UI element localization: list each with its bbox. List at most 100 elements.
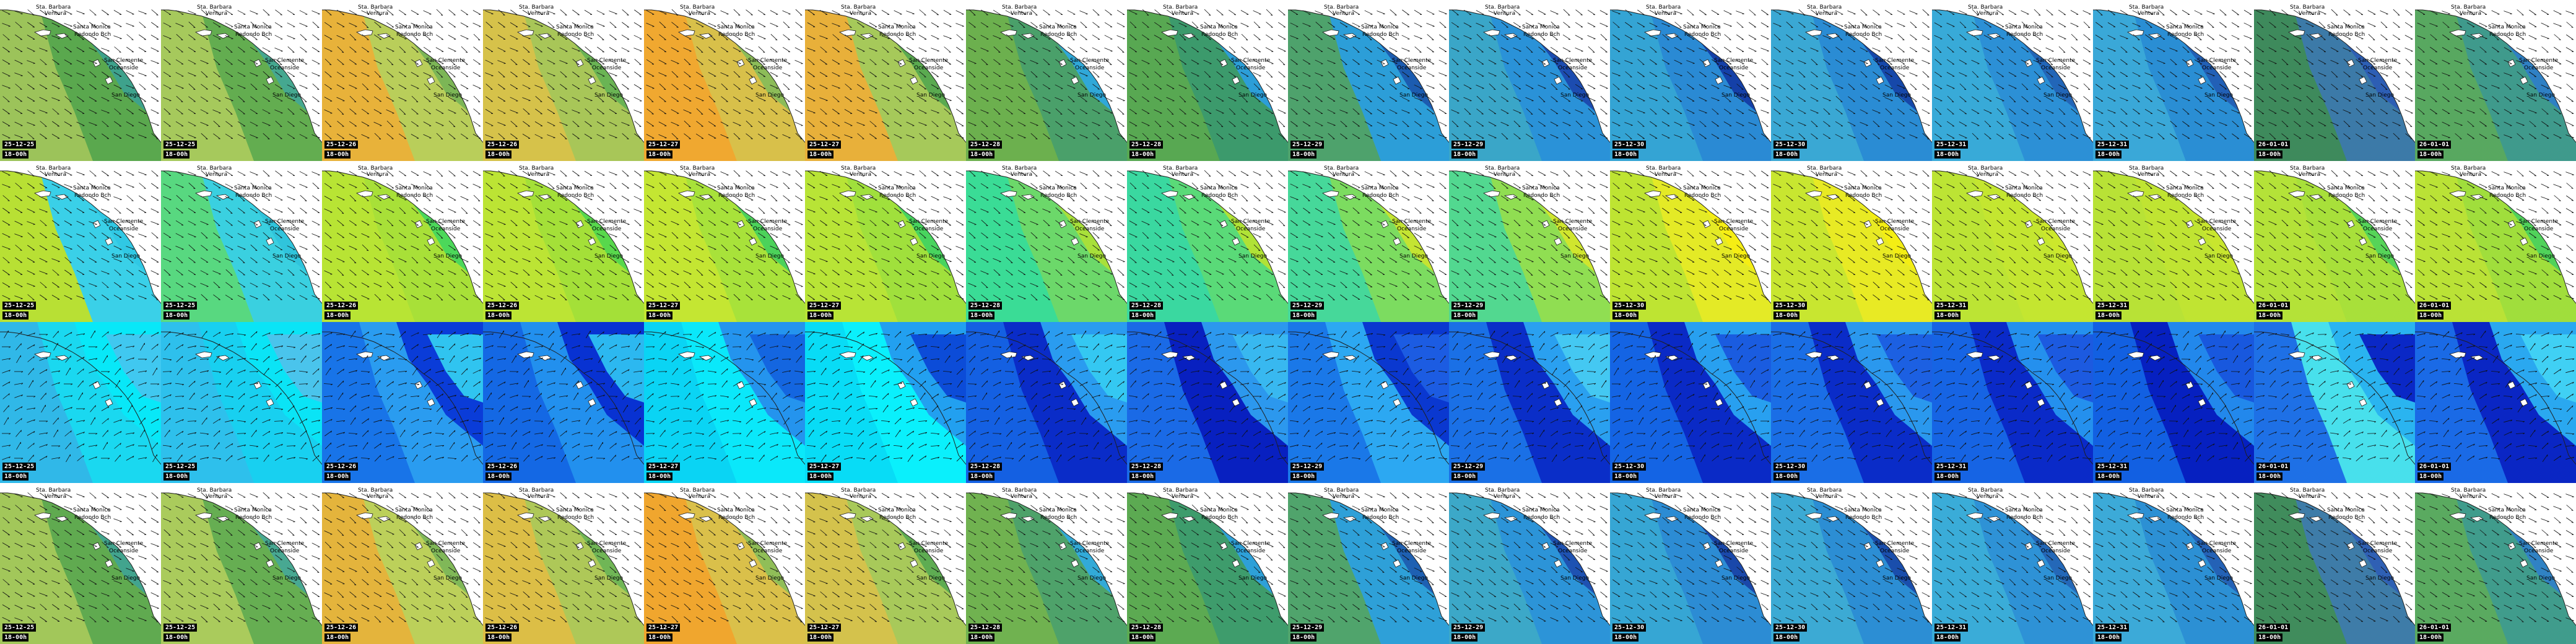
arrow-head [1791, 89, 1793, 90]
direction-arrow [770, 84, 778, 89]
direction-arrow [473, 46, 481, 53]
direction-arrow [1946, 72, 1955, 77]
direction-arrow [856, 97, 865, 102]
direction-arrow [1377, 109, 1385, 114]
direction-arrow [2467, 121, 2474, 127]
arrow-head [230, 113, 233, 115]
direction-arrow [2368, 95, 2375, 103]
direction-arrow [1017, 46, 1026, 53]
direction-arrow [1005, 85, 1014, 89]
direction-arrow [721, 34, 728, 40]
direction-arrow [931, 35, 939, 40]
direction-arrow [138, 72, 147, 76]
forecast-date-label: 25-12-25 [163, 141, 198, 149]
island [1342, 33, 1357, 39]
direction-arrow [733, 84, 741, 90]
direction-arrow [1562, 34, 1571, 40]
direction-arrow [2243, 22, 2252, 27]
direction-arrow [1129, 83, 1137, 90]
forecast-time-label: 18-00h [2, 150, 29, 159]
direction-arrow [980, 35, 989, 40]
direction-arrow [1489, 83, 1496, 90]
direction-arrow [1377, 134, 1385, 138]
arrow-head [478, 51, 481, 53]
direction-arrow [1860, 96, 1868, 102]
direction-arrow [721, 96, 728, 102]
arrow-head [144, 27, 146, 28]
direction-arrow [1117, 46, 1125, 53]
direction-arrow [1005, 23, 1014, 27]
direction-arrow [411, 134, 419, 139]
place-label-santa-monica: Santa Monica [878, 24, 916, 30]
direction-arrow [2367, 84, 2376, 89]
direction-arrow [200, 60, 209, 64]
direction-arrow [1711, 84, 1720, 89]
direction-arrow [1240, 121, 1249, 127]
direction-arrow [2479, 59, 2487, 65]
direction-arrow [2331, 22, 2338, 28]
direction-arrow [658, 10, 667, 15]
direction-arrow [1612, 121, 1621, 126]
direction-arrow [1141, 59, 1150, 64]
forecast-map [322, 0, 483, 161]
direction-arrow [1340, 59, 1347, 65]
direction-arrow [2144, 59, 2153, 64]
direction-arrow [919, 84, 926, 90]
direction-arrow [1513, 9, 1521, 15]
direction-arrow [584, 97, 593, 101]
direction-arrow [373, 59, 382, 64]
direction-arrow [2454, 122, 2463, 126]
direction-arrow [2207, 22, 2214, 28]
direction-arrow [386, 133, 394, 139]
direction-arrow [2021, 10, 2029, 15]
arrow-head [379, 27, 381, 28]
forecast-map [2254, 0, 2415, 161]
direction-arrow [312, 84, 320, 90]
direction-arrow [943, 134, 952, 139]
direction-arrow [1674, 134, 1682, 138]
direction-arrow [2492, 96, 2499, 102]
direction-arrow [2541, 72, 2549, 77]
direction-arrow [1736, 72, 1744, 76]
arrow-head [292, 51, 295, 53]
direction-arrow [89, 71, 97, 77]
direction-arrow [931, 110, 939, 113]
arrow-head [1172, 126, 1174, 127]
island [1715, 76, 1723, 85]
direction-arrow [1129, 72, 1138, 77]
direction-arrow [633, 110, 642, 113]
direction-arrow [1253, 96, 1261, 102]
direction-arrow [2554, 96, 2561, 102]
arrow-head [2447, 27, 2450, 28]
direction-arrow [1302, 134, 1311, 139]
direction-arrow [980, 22, 989, 28]
direction-arrow [1290, 22, 1299, 27]
direction-arrow [931, 121, 939, 127]
direction-arrow [485, 11, 494, 14]
direction-arrow [907, 22, 914, 28]
direction-arrow [1984, 71, 1991, 77]
direction-arrow [832, 10, 840, 15]
direction-arrow [2429, 72, 2438, 77]
arrow-head [515, 126, 518, 127]
direction-arrow [424, 34, 431, 40]
direction-arrow [2231, 110, 2240, 113]
direction-arrow [2566, 22, 2574, 28]
place-label-oceanside: Oceanside [592, 65, 622, 71]
direction-arrow [1464, 59, 1471, 65]
island [859, 33, 874, 39]
direction-arrow [2466, 48, 2475, 51]
direction-arrow [522, 84, 531, 89]
direction-arrow [881, 35, 890, 39]
direction-arrow [1873, 133, 1880, 139]
direction-arrow [1934, 9, 1943, 15]
direction-arrow [1315, 72, 1323, 76]
direction-arrow [299, 134, 308, 139]
direction-arrow [2442, 121, 2450, 126]
direction-arrow [386, 84, 394, 90]
direction-arrow [2491, 59, 2500, 64]
direction-arrow [2194, 10, 2203, 15]
direction-arrow [2393, 84, 2400, 90]
direction-arrow [1290, 84, 1299, 89]
direction-arrow [225, 121, 233, 127]
